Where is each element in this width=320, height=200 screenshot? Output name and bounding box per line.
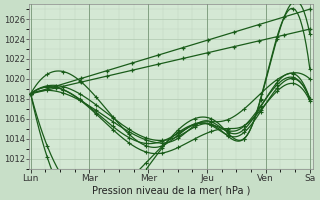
X-axis label: Pression niveau de la mer( hPa ): Pression niveau de la mer( hPa ) — [92, 186, 250, 196]
